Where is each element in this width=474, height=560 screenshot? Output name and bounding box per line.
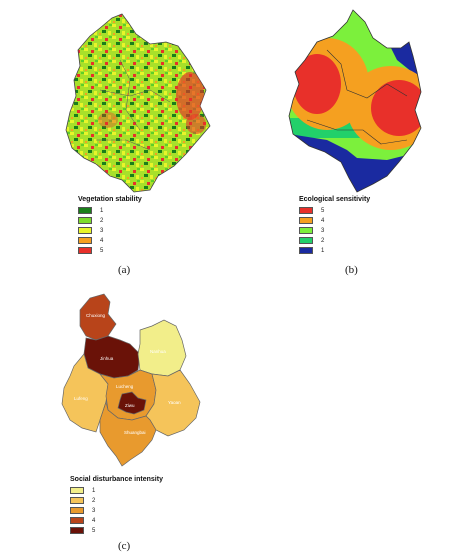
district-east bbox=[145, 369, 201, 437]
legend-swatch bbox=[70, 487, 84, 494]
ecological-sensitivity-legend: Ecological sensitivity 5 4 3 2 1 bbox=[299, 196, 370, 256]
legend-swatch bbox=[70, 507, 84, 514]
district-northwest bbox=[79, 293, 117, 341]
legend-label: 2 bbox=[100, 217, 104, 224]
svg-text:Yaoan: Yaoan bbox=[168, 400, 181, 405]
caption-a: (a) bbox=[118, 264, 131, 276]
panel-vegetation-stability: Vegetation stability 1 2 3 4 5 (a) bbox=[0, 0, 237, 280]
caption-b: (b) bbox=[345, 264, 358, 276]
legend-label: 4 bbox=[100, 237, 104, 244]
district-south bbox=[99, 400, 157, 467]
legend-item: 4 bbox=[70, 516, 163, 525]
legend-swatch bbox=[299, 247, 313, 254]
legend-item: 4 bbox=[299, 216, 370, 225]
caption-c: (c) bbox=[118, 540, 131, 552]
legend-item: 2 bbox=[70, 496, 163, 505]
legend-item: 3 bbox=[299, 226, 370, 235]
legend-label: 1 bbox=[321, 247, 325, 254]
svg-text:Shuangbai: Shuangbai bbox=[124, 430, 146, 435]
legend-item: 4 bbox=[78, 236, 142, 245]
legend-swatch bbox=[70, 497, 84, 504]
legend-label: 2 bbox=[92, 497, 96, 504]
legend-swatch bbox=[78, 217, 92, 224]
legend-swatch bbox=[78, 237, 92, 244]
legend-item: 1 bbox=[70, 486, 163, 495]
legend-label: 5 bbox=[92, 527, 96, 534]
legend-title: Vegetation stability bbox=[78, 196, 142, 203]
legend-label: 3 bbox=[321, 227, 325, 234]
legend-item: 1 bbox=[78, 206, 142, 215]
legend-swatch bbox=[70, 527, 84, 534]
legend-swatch bbox=[70, 517, 84, 524]
svg-text:Ziwu: Ziwu bbox=[125, 403, 135, 408]
social-disturbance-map: Chuxiong Jinhua Nanhua Lufeng Lucheng Ya… bbox=[61, 293, 201, 467]
district-northeast bbox=[137, 319, 187, 377]
legend-label: 5 bbox=[100, 247, 104, 254]
legend-item: 3 bbox=[70, 506, 163, 515]
legend-swatch bbox=[299, 237, 313, 244]
legend-swatch bbox=[78, 247, 92, 254]
svg-text:Lufeng: Lufeng bbox=[74, 396, 88, 401]
sensitivity-zones bbox=[289, 10, 421, 192]
legend-item: 1 bbox=[299, 246, 370, 255]
legend-swatch bbox=[299, 227, 313, 234]
legend-item: 3 bbox=[78, 226, 142, 235]
vegetation-stability-map bbox=[65, 13, 211, 193]
legend-label: 1 bbox=[100, 207, 104, 214]
legend-label: 2 bbox=[321, 237, 325, 244]
panel-ecological-sensitivity: Ecological sensitivity 5 4 3 2 1 (b) bbox=[237, 0, 474, 280]
legend-swatch bbox=[299, 217, 313, 224]
legend-label: 4 bbox=[321, 217, 325, 224]
social-disturbance-legend: Social disturbance intensity 1 2 3 4 5 bbox=[70, 476, 163, 536]
panel-social-disturbance: Chuxiong Jinhua Nanhua Lufeng Lucheng Ya… bbox=[0, 280, 237, 560]
legend-label: 5 bbox=[321, 207, 325, 214]
ecological-sensitivity-map bbox=[288, 9, 422, 193]
legend-swatch bbox=[78, 227, 92, 234]
svg-text:Nanhua: Nanhua bbox=[150, 349, 166, 354]
vegetation-region bbox=[65, 13, 211, 193]
legend-label: 3 bbox=[100, 227, 104, 234]
district-core bbox=[117, 391, 147, 415]
svg-text:Lucheng: Lucheng bbox=[116, 384, 134, 389]
legend-item: 5 bbox=[299, 206, 370, 215]
legend-label: 1 bbox=[92, 487, 96, 494]
legend-label: 4 bbox=[92, 517, 96, 524]
svg-text:Chuxiong: Chuxiong bbox=[86, 313, 106, 318]
legend-label: 3 bbox=[92, 507, 96, 514]
legend-item: 2 bbox=[299, 236, 370, 245]
legend-title: Social disturbance intensity bbox=[70, 476, 163, 483]
vegetation-stability-legend: Vegetation stability 1 2 3 4 5 bbox=[78, 196, 142, 256]
legend-item: 5 bbox=[70, 526, 163, 535]
svg-text:Jinhua: Jinhua bbox=[100, 356, 114, 361]
legend-title: Ecological sensitivity bbox=[299, 196, 371, 203]
legend-item: 2 bbox=[78, 216, 142, 225]
legend-swatch bbox=[299, 207, 313, 214]
legend-swatch bbox=[78, 207, 92, 214]
legend-item: 5 bbox=[78, 246, 142, 255]
